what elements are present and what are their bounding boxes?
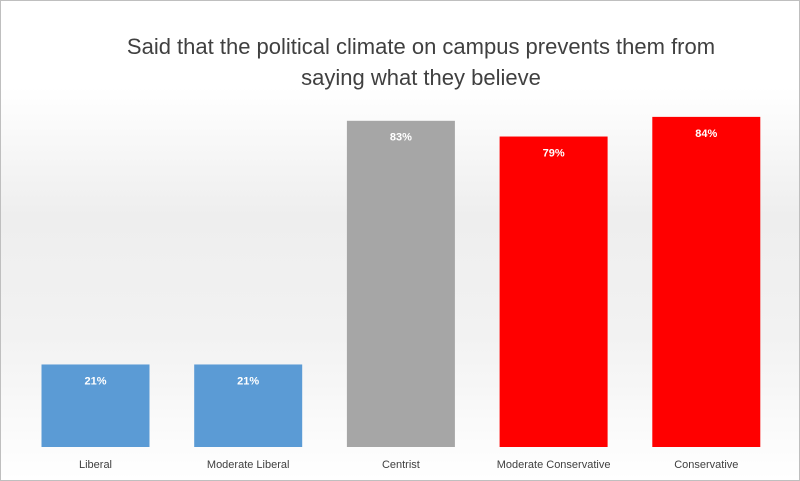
bar: [652, 116, 761, 447]
value-label: 83%: [390, 132, 412, 144]
bar: [346, 120, 455, 447]
bar: [499, 136, 608, 447]
bar: [41, 364, 150, 447]
value-label: 84%: [695, 128, 717, 140]
x-tick-label: Centrist: [382, 459, 420, 471]
x-tick-label: Moderate Conservative: [497, 459, 611, 471]
bar: [194, 364, 303, 447]
x-tick-label: Conservative: [674, 459, 738, 471]
x-tick-label: Moderate Liberal: [207, 459, 290, 471]
x-tick-label: Liberal: [79, 459, 112, 471]
value-label: 21%: [84, 375, 106, 387]
chart-title: Said that the political climate on campu…: [126, 34, 716, 90]
value-label: 21%: [237, 375, 259, 387]
value-label: 79%: [543, 147, 565, 159]
